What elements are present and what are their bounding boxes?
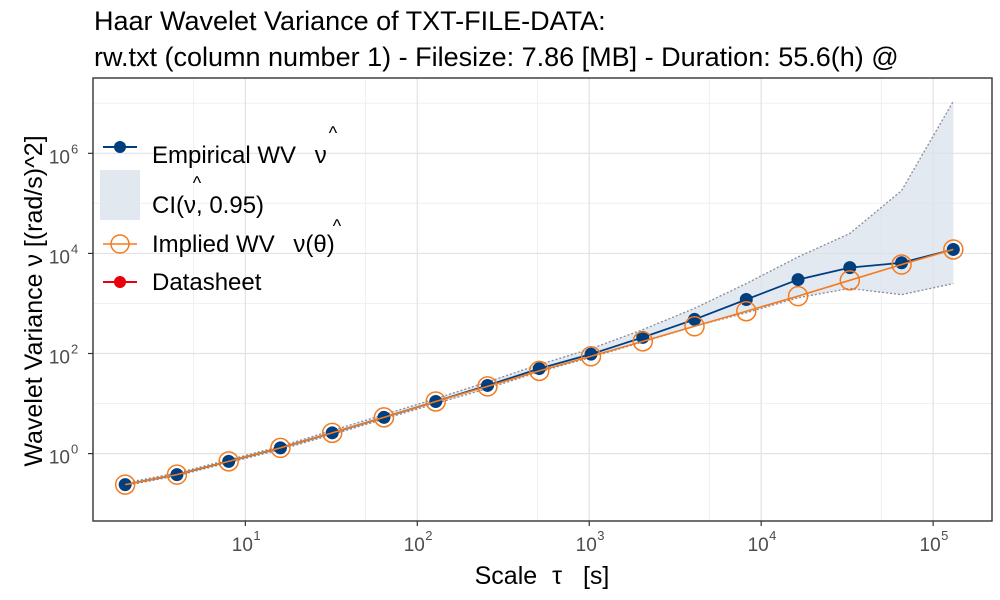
x-tick-base: 10 (576, 535, 597, 556)
empirical-point (739, 293, 753, 306)
y-tick-exponent: 2 (71, 342, 78, 357)
y-tick-base: 10 (49, 448, 70, 469)
legend-item-empirical: Empirical WV ν ^ (103, 123, 338, 169)
x-axis-ticks: 10 1 10 2 10 3 10 4 10 5 (232, 521, 948, 556)
plot-frame (92, 77, 993, 522)
implied-point (839, 270, 861, 291)
implied-point (580, 346, 602, 367)
implied-point (114, 474, 136, 495)
legend-label-implied: Implied WV ν(θ) (152, 231, 335, 258)
x-tick-exponent: 4 (769, 528, 776, 543)
legend-key-empirical-point (114, 141, 126, 153)
x-tick-exponent: 3 (597, 528, 604, 543)
y-tick-base: 10 (49, 247, 70, 268)
implied-point (736, 300, 757, 322)
implied-point (632, 331, 654, 352)
implied-point (425, 391, 446, 412)
y-axis-title: Wavelet Variance ν [(rad/s)^2] (20, 135, 48, 466)
y-tick-base: 10 (49, 147, 70, 168)
ci-upper-bound (125, 100, 954, 484)
empirical-point (480, 378, 494, 392)
chart-title-line1: Haar Wavelet Variance of TXT-FILE-DATA: (94, 6, 606, 36)
implied-point (166, 464, 188, 485)
legend-hat-ci: ^ (193, 173, 202, 193)
implied-point (787, 285, 809, 307)
legend-key-datasheet-point (114, 276, 126, 288)
legend-item-datasheet: Datasheet (103, 269, 262, 296)
empirical-point (791, 273, 805, 287)
y-tick-base: 10 (49, 348, 70, 369)
legend-label-empirical-text: Empirical WV (152, 142, 296, 169)
implied-point (684, 316, 705, 337)
x-axis-title-symbol: τ (552, 562, 562, 590)
legend: Empirical WV ν ^ CI(ν, 0.95) ^ Implied W… (100, 123, 342, 296)
implied-point (477, 376, 498, 397)
implied-point (891, 254, 912, 275)
empirical-point (532, 362, 546, 376)
x-tick-base: 10 (748, 535, 769, 556)
legend-label-empirical-symbol: ν (315, 142, 327, 169)
x-tick-exponent: 5 (941, 528, 948, 543)
legend-item-implied: Implied WV ν(θ) ^ (103, 216, 342, 258)
implied-point (218, 451, 239, 472)
series-implied-line (125, 248, 954, 486)
implied-point (943, 239, 964, 260)
implied-point (321, 422, 343, 444)
x-axis-title-unit: [s] (583, 562, 609, 590)
legend-label-implied-symbol: ν(θ) (293, 231, 334, 258)
plot-panel (92, 77, 993, 522)
legend-key-ci-box (100, 170, 140, 220)
x-axis-title: Scale τ [s] (475, 562, 610, 590)
x-axis-title-main: Scale (475, 562, 538, 590)
legend-label-empirical: Empirical WV ν (152, 142, 327, 169)
x-tick-exponent: 2 (425, 528, 432, 543)
y-tick-exponent: 0 (71, 442, 78, 457)
implied-point (528, 360, 550, 382)
y-tick-exponent: 6 (71, 141, 78, 156)
chart-title-line2: rw.txt (column number 1) - Filesize: 7.8… (94, 42, 899, 72)
legend-label-datasheet: Datasheet (152, 269, 262, 296)
x-tick-exponent: 1 (253, 528, 260, 543)
series-layer (114, 239, 964, 495)
legend-item-ci: CI(ν, 0.95) ^ (100, 170, 264, 220)
ci-band-fill (125, 101, 954, 486)
y-tick-exponent: 4 (71, 241, 78, 256)
legend-hat-implied: ^ (333, 216, 342, 236)
empirical-point (118, 478, 132, 492)
empirical-point (688, 312, 702, 326)
x-tick-base: 10 (232, 535, 253, 556)
legend-hat-empirical: ^ (329, 123, 338, 143)
x-tick-base: 10 (404, 535, 425, 556)
legend-label-implied-text: Implied WV (152, 231, 275, 258)
implied-point (373, 407, 395, 428)
x-tick-base: 10 (920, 535, 941, 556)
legend-label-ci: CI(ν, 0.95) (152, 192, 264, 219)
implied-point (270, 437, 291, 459)
legend-key-implied-point (110, 234, 130, 254)
